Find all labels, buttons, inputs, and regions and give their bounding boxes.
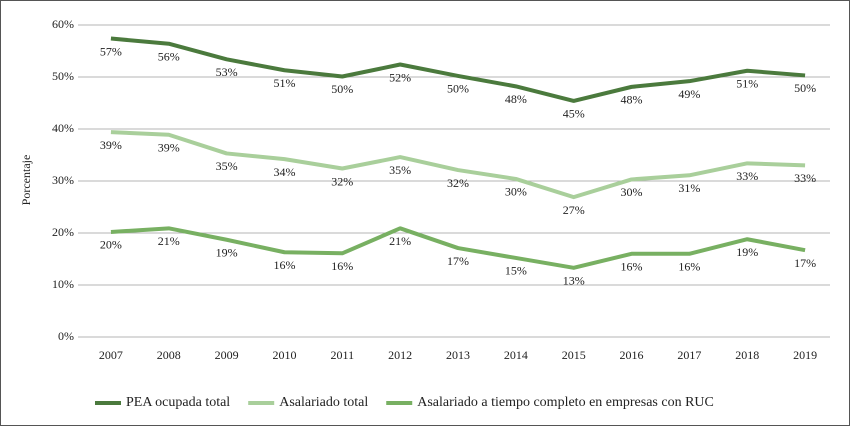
x-tick-label: 2019 [793,348,817,362]
x-tick-label: 2010 [272,348,296,362]
data-label: 27% [563,203,585,217]
data-label: 50% [331,82,353,96]
legend-label: Asalariado a tiempo completo en empresas… [417,395,714,410]
data-label: 48% [621,93,643,107]
data-label: 16% [621,260,643,274]
data-label: 39% [158,140,180,154]
y-tick-label: 50% [52,69,74,83]
data-label: 31% [678,181,700,195]
data-label: 39% [100,138,122,152]
data-label: 51% [273,76,295,90]
data-label: 50% [447,82,469,96]
x-tick-label: 2007 [99,348,123,362]
data-label: 34% [273,165,295,179]
x-tick-label: 2016 [620,348,644,362]
data-label: 30% [621,185,643,199]
data-label: 17% [794,256,816,270]
x-tick-label: 2017 [677,348,701,362]
x-tick-label: 2013 [446,348,470,362]
legend: PEA ocupada total Asalariado total Asalari… [95,395,714,410]
data-label: 13% [563,274,585,288]
x-tick-label: 2012 [388,348,412,362]
data-label: 20% [100,238,122,252]
data-label: 52% [389,70,411,84]
series-line [110,36,806,103]
data-label: 21% [158,234,180,248]
data-label: 17% [447,254,469,268]
y-tick-label: 30% [52,173,74,187]
data-label: 33% [794,171,816,185]
data-label: 16% [678,260,700,274]
data-label: 53% [216,65,238,79]
series-line [110,226,806,270]
x-tick-label: 2009 [215,348,239,362]
y-tick-label: 0% [58,329,74,343]
x-tick-label: 2018 [735,348,759,362]
data-label: 35% [216,159,238,173]
x-tick-label: 2008 [157,348,181,362]
x-tick-label: 2015 [562,348,586,362]
data-label: 48% [505,92,527,106]
x-tick-label: 2014 [504,348,528,362]
y-tick-label: 10% [52,277,74,291]
data-label: 15% [505,264,527,278]
data-label: 19% [736,245,758,259]
data-label: 33% [736,169,758,183]
x-tick-label: 2011 [331,348,355,362]
data-label: 50% [794,81,816,95]
data-label: 57% [100,44,122,58]
data-label: 56% [158,49,180,63]
y-axis-label: Porcentaje [19,155,33,206]
data-label: 19% [216,246,238,260]
data-label: 32% [331,174,353,188]
data-label: 16% [273,258,295,272]
data-label: 51% [736,77,758,91]
series-line [110,130,806,200]
data-label: 49% [678,87,700,101]
data-label: 45% [563,107,585,121]
legend-label: PEA ocupada total [126,395,230,410]
y-tick-label: 40% [52,121,74,135]
data-label: 16% [331,259,353,273]
legend-label: Asalariado total [279,395,368,410]
data-label: 21% [389,234,411,248]
y-tick-label: 20% [52,225,74,239]
y-tick-label: 60% [52,17,74,31]
data-label: 30% [505,185,527,199]
data-label: 32% [447,176,469,190]
data-label: 35% [389,163,411,177]
